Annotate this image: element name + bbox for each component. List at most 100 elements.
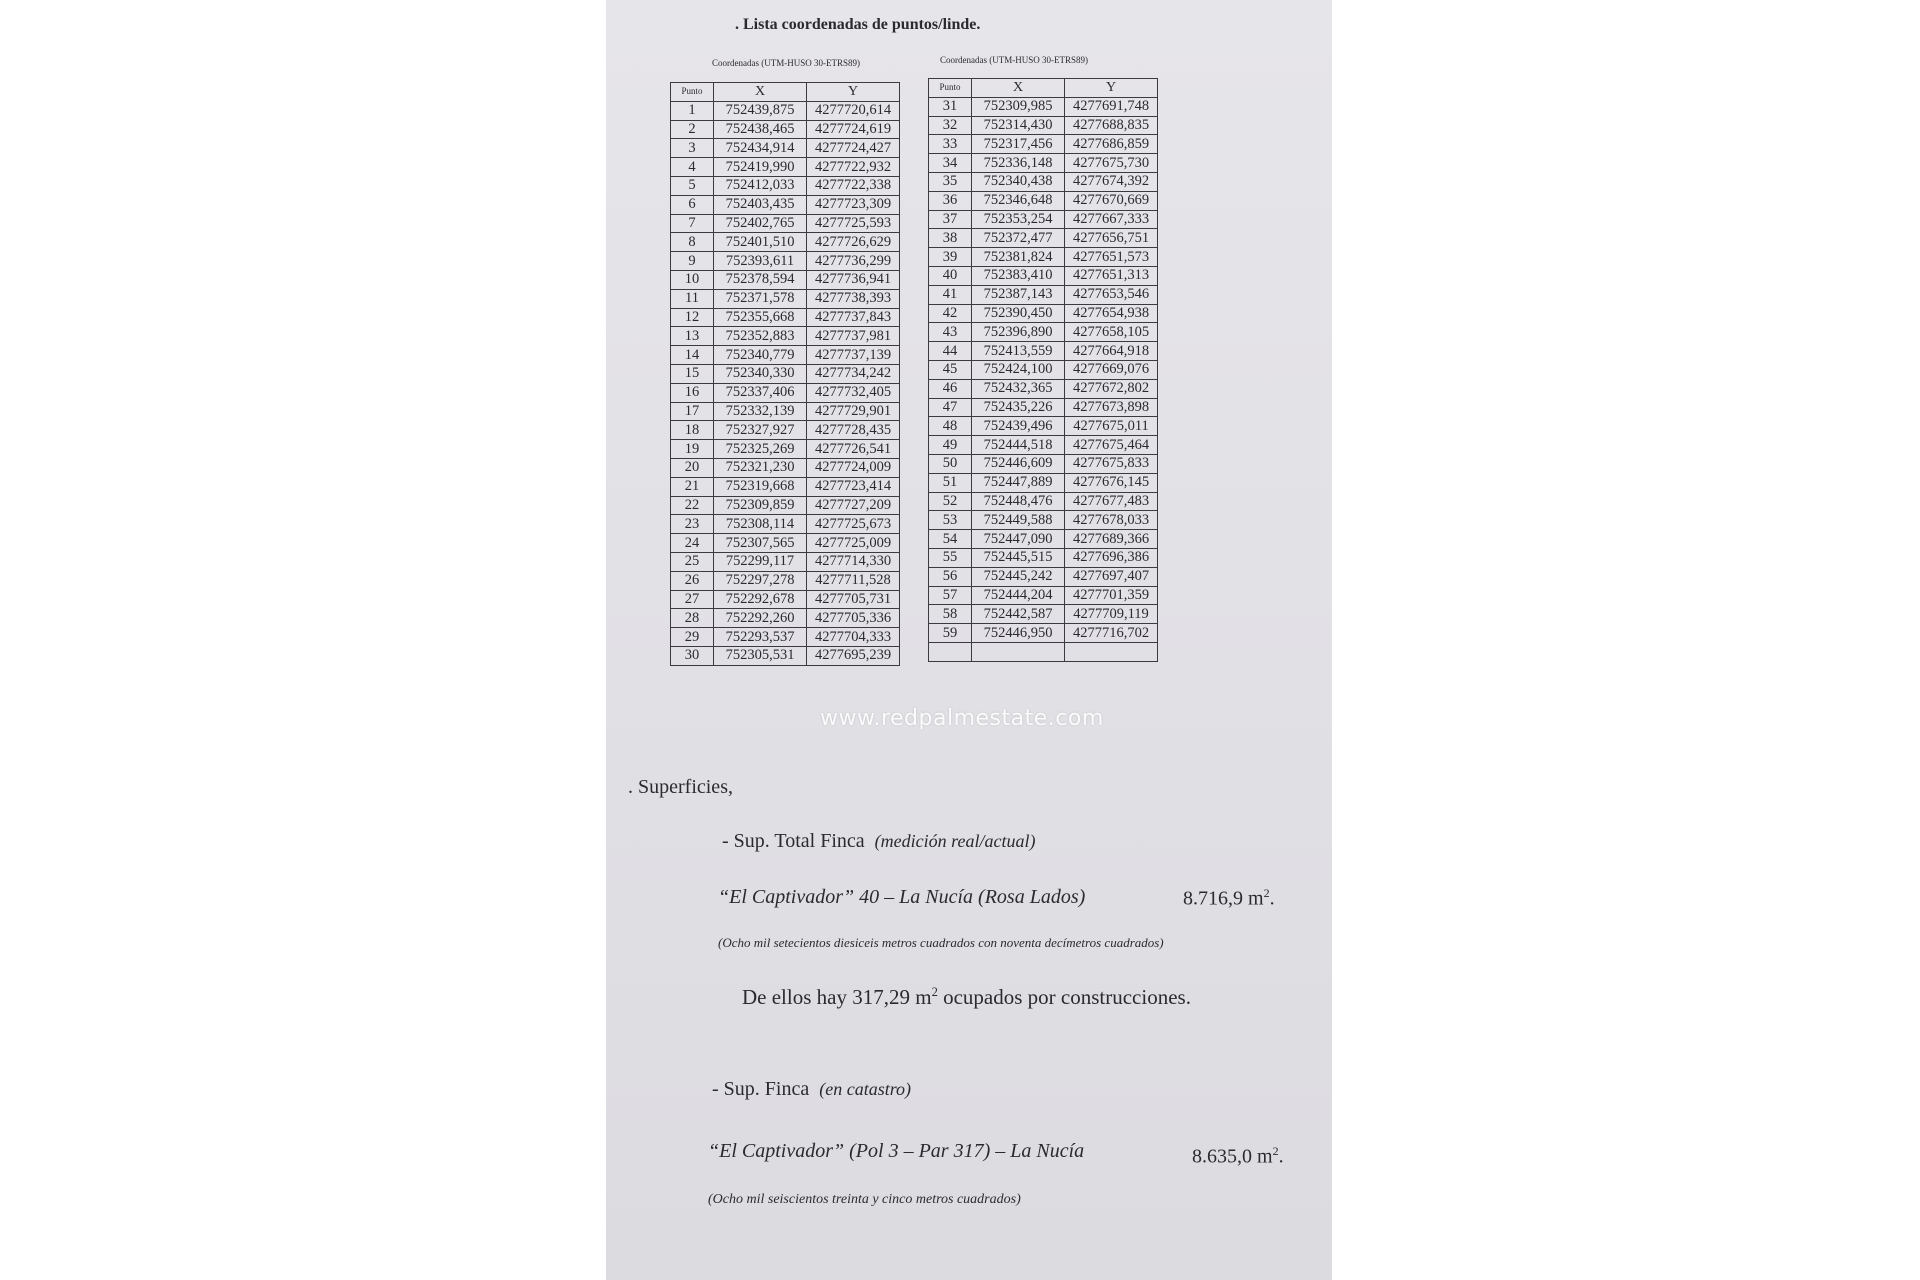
table-header: Punto X Y	[670, 82, 900, 102]
x-coordinate: 752435,226	[971, 397, 1065, 418]
table-row: 26 752297,278 4277711,528	[670, 570, 900, 591]
caption-left: Coordenadas (UTM-HUSO 30-ETRS89)	[712, 58, 860, 68]
table-row: 52 752448,476 4277677,483	[928, 491, 1158, 512]
column-header: Y	[806, 82, 900, 102]
x-coordinate: 752448,476	[971, 491, 1065, 512]
x-coordinate: 752446,950	[971, 623, 1065, 643]
catastro-value-text: 8.635,0 m	[1192, 1145, 1273, 1168]
table-row: 40 752383,410 4277651,313	[928, 265, 1158, 286]
point-number: 19	[670, 439, 714, 459]
y-coordinate: 4277664,918	[1064, 341, 1158, 361]
point-number: 2	[670, 119, 714, 140]
point-number: 42	[928, 303, 972, 324]
x-coordinate: 752445,515	[971, 547, 1065, 568]
y-coordinate: 4277691,748	[1064, 96, 1158, 117]
y-coordinate: 4277669,076	[1064, 359, 1158, 380]
y-coordinate: 4277667,333	[1064, 209, 1158, 230]
point-number: 39	[928, 247, 972, 267]
x-coordinate: 752309,985	[971, 96, 1065, 117]
y-coordinate: 4277711,528	[806, 570, 900, 591]
x-coordinate: 752449,588	[971, 510, 1065, 531]
x-coordinate: 752355,668	[713, 307, 807, 328]
y-coordinate: 4277673,898	[1064, 397, 1158, 418]
x-coordinate: 752401,510	[713, 232, 807, 253]
column-header: X	[713, 82, 807, 102]
point-number: 15	[670, 363, 714, 384]
coordinates-table-left: Punto X Y 1 752439,875 4277720,614 2 752438,465…	[670, 82, 900, 666]
column-header: X	[971, 78, 1065, 98]
point-number: 49	[928, 435, 972, 455]
x-coordinate: 752432,365	[971, 378, 1065, 399]
y-coordinate: 4277678,033	[1064, 510, 1158, 531]
x-coordinate: 752393,611	[713, 251, 807, 271]
x-coordinate: 752321,230	[713, 457, 807, 478]
point-number: 45	[928, 359, 972, 380]
point-number: 23	[670, 514, 714, 535]
point-number: 3	[670, 138, 714, 159]
point-number: 58	[928, 604, 972, 625]
table-row: 30 752305,531 4277695,239	[670, 645, 900, 666]
x-coordinate: 752325,269	[713, 439, 807, 459]
table-row: 56 752445,242 4277697,407	[928, 566, 1158, 587]
point-number: 9	[670, 251, 714, 271]
point-number: 44	[928, 341, 972, 361]
superficies-heading: . Superficies,	[628, 776, 733, 798]
x-coordinate: 752444,518	[971, 435, 1065, 455]
point-number: 57	[928, 585, 972, 606]
table-row: 38 752372,477 4277656,751	[928, 228, 1158, 249]
x-coordinate: 752447,090	[971, 529, 1065, 549]
x-coordinate: 752293,537	[713, 627, 807, 647]
x-coordinate: 752332,139	[713, 401, 807, 422]
y-coordinate: 4277722,338	[806, 175, 900, 196]
y-coordinate: 4277722,932	[806, 157, 900, 177]
y-coordinate: 4277697,407	[1064, 566, 1158, 587]
y-coordinate: 4277726,629	[806, 232, 900, 253]
point-number: 54	[928, 529, 972, 549]
y-coordinate: 4277651,313	[1064, 265, 1158, 286]
point-number: 27	[670, 589, 714, 610]
point-number: 21	[670, 476, 714, 497]
x-coordinate: 752337,406	[713, 382, 807, 403]
table-row: 14 752340,779 4277737,139	[670, 345, 900, 365]
x-coordinate: 752439,496	[971, 416, 1065, 437]
point-number: 31	[928, 96, 972, 117]
caption-right: Coordenadas (UTM-HUSO 30-ETRS89)	[940, 55, 1088, 65]
total-name: “El Captivador” 40 – La Nucía (Rosa Lado…	[718, 886, 1086, 908]
y-coordinate: 4277675,464	[1064, 435, 1158, 455]
x-coordinate: 752442,587	[971, 604, 1065, 625]
table-row: 43 752396,890 4277658,105	[928, 322, 1158, 343]
point-number: 53	[928, 510, 972, 531]
point-number: 40	[928, 265, 972, 286]
y-coordinate: 4277737,139	[806, 345, 900, 365]
table-row: 4 752419,990 4277722,932	[670, 157, 900, 177]
coordinates-table-right: Punto X Y 31 752309,985 4277691,748 32 752314,4…	[928, 78, 1158, 662]
unit-sup: 2	[1263, 886, 1270, 900]
unit-sup: 2	[1272, 1144, 1279, 1158]
y-coordinate: 4277658,105	[1064, 322, 1158, 343]
x-coordinate: 752308,114	[713, 514, 807, 535]
point-number: 46	[928, 378, 972, 399]
x-coordinate: 752292,678	[713, 589, 807, 610]
x-coordinate: 752336,148	[971, 153, 1065, 173]
x-coordinate: 752309,859	[713, 495, 807, 516]
x-coordinate: 752371,578	[713, 288, 807, 309]
x-coordinate: 752340,779	[713, 345, 807, 365]
x-coordinate: 752340,330	[713, 363, 807, 384]
built-area: De ellos hay 317,29 m2 ocupados por cons…	[742, 985, 1191, 1010]
x-coordinate: 752419,990	[713, 157, 807, 177]
x-coordinate: 752299,117	[713, 551, 807, 572]
point-number: 8	[670, 232, 714, 253]
total-label-text: - Sup. Total Finca	[722, 830, 865, 852]
table-row: 20 752321,230 4277724,009	[670, 457, 900, 478]
table-row: 35 752340,438 4277674,392	[928, 171, 1158, 192]
y-coordinate: 4277696,386	[1064, 547, 1158, 568]
y-coordinate: 4277705,336	[806, 608, 900, 629]
y-coordinate: 4277724,427	[806, 138, 900, 159]
y-coordinate: 4277688,835	[1064, 115, 1158, 136]
x-coordinate: 752353,254	[971, 209, 1065, 230]
table-row: 27 752292,678 4277705,731	[670, 589, 900, 610]
y-coordinate	[1064, 641, 1158, 662]
x-coordinate: 752314,430	[971, 115, 1065, 136]
x-coordinate: 752319,668	[713, 476, 807, 497]
catastro-label: - Sup. Finca (en catastro)	[712, 1078, 911, 1101]
